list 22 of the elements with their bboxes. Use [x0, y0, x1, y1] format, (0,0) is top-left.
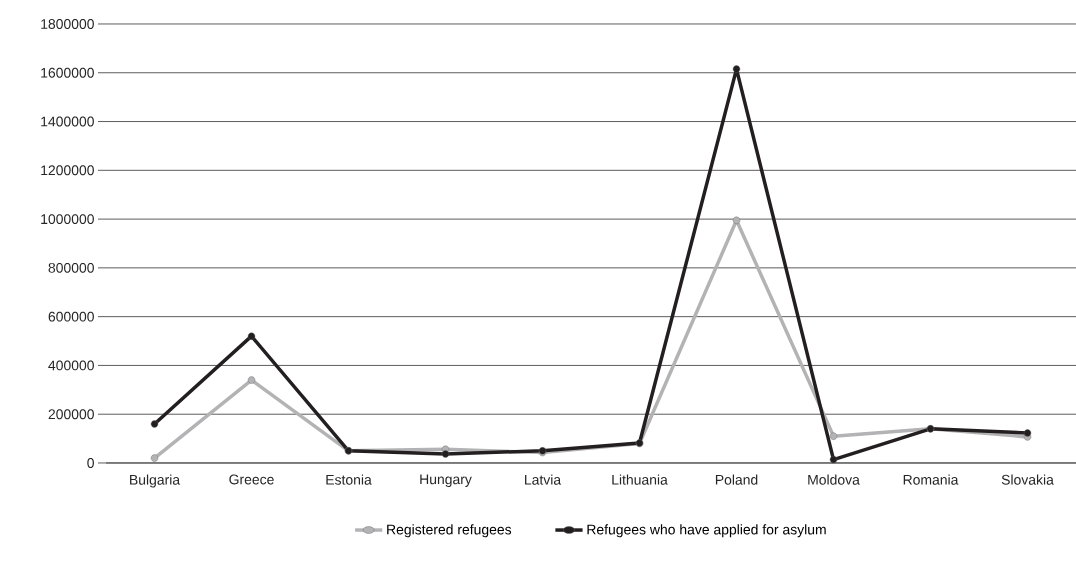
x-tick-label: Moldova [808, 474, 860, 485]
x-tick-label: Hungary [420, 474, 472, 487]
y-tick-label: 200000 [48, 409, 94, 420]
y-tick-label: 1400000 [41, 116, 94, 127]
x-tick-label: Poland [715, 474, 758, 485]
y-tick-label: 1200000 [41, 165, 94, 176]
y-tick-label: 400000 [48, 360, 94, 371]
legend-label: Registered refugees [387, 524, 512, 538]
y-tick-label: 1600000 [41, 67, 94, 78]
y-tick-label: 0 [87, 458, 94, 468]
y-tick-label: 1000000 [41, 214, 94, 225]
y-tick-label: 800000 [48, 262, 94, 273]
x-tick-label: Lithuania [612, 474, 668, 485]
x-tick-label: Bulgaria [130, 474, 181, 488]
x-tick-label: Latvia [525, 474, 562, 485]
x-tick-label: Estonia [326, 474, 372, 485]
x-tick-label: Greece [229, 474, 274, 485]
x-tick-label: Romania [903, 474, 959, 485]
y-tick-label: 1800000 [41, 19, 94, 29]
y-tick-label: 600000 [48, 311, 94, 322]
x-tick-label: Slovakia [1001, 474, 1054, 485]
legend-label: Refugees who have applied for asylum [587, 524, 826, 538]
